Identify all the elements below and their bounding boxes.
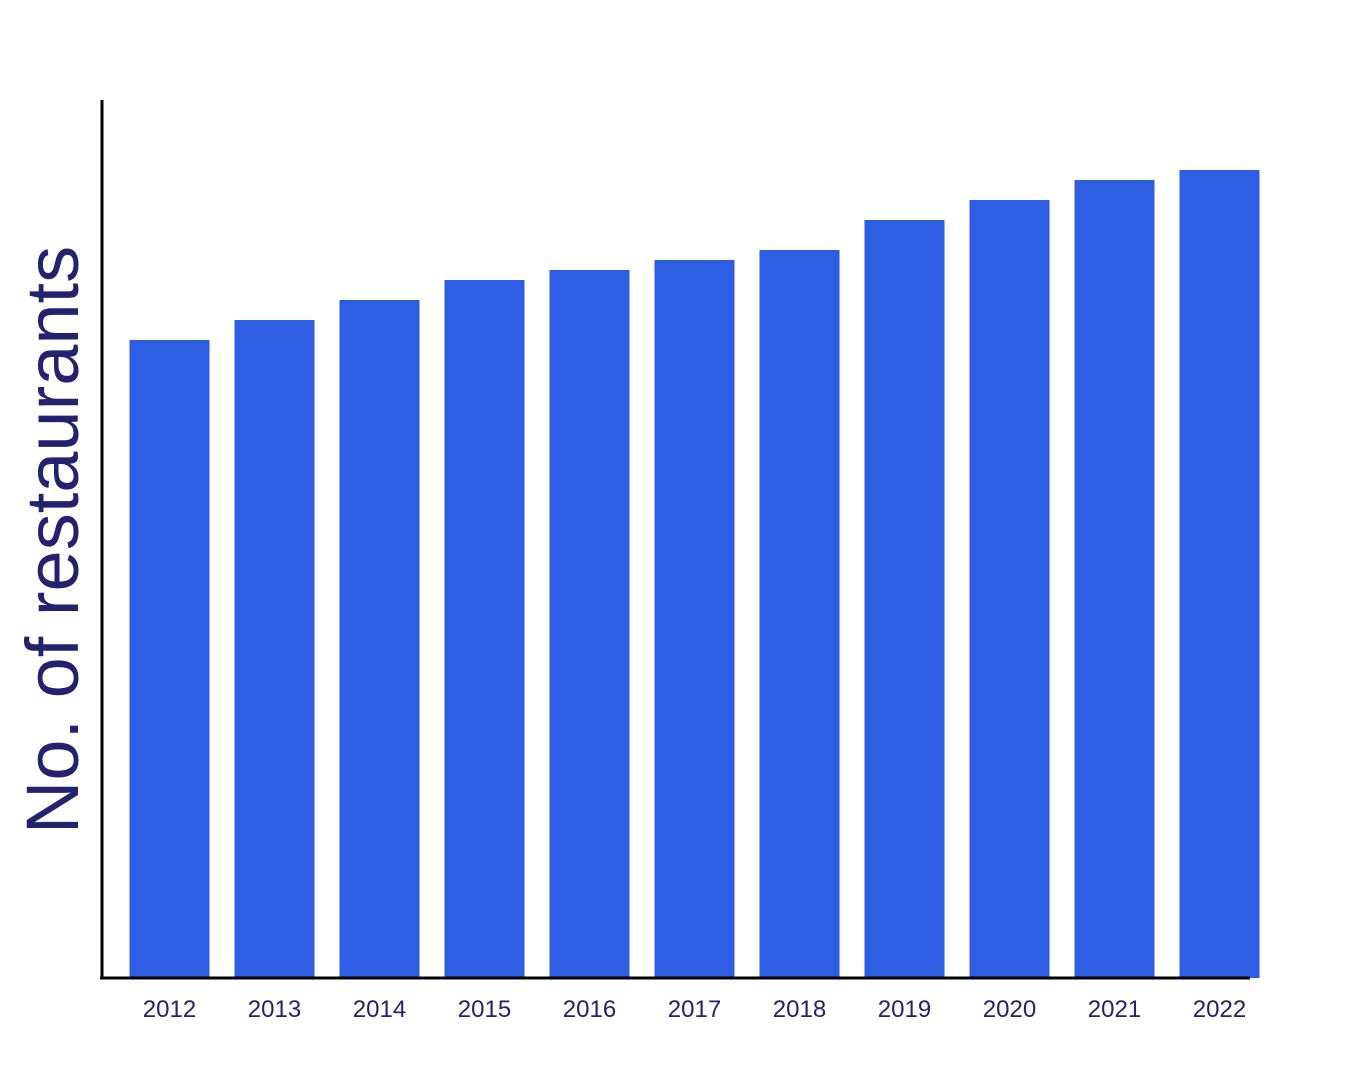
- x-tick-label-2013: 2013: [248, 996, 301, 1023]
- bar-2022: [1179, 170, 1260, 978]
- x-tick-label-2021: 2021: [1088, 996, 1141, 1023]
- bar-2017: [654, 260, 735, 978]
- bar-2016: [549, 270, 630, 978]
- x-tick-label-2014: 2014: [353, 996, 406, 1023]
- x-tick-label-2017: 2017: [668, 996, 721, 1023]
- bar-2018: [759, 250, 840, 978]
- x-tick-label-2018: 2018: [773, 996, 826, 1023]
- y-axis-label: No. of restaurants: [11, 246, 94, 834]
- bar-2012: [129, 340, 210, 978]
- bar-2020: [969, 200, 1050, 978]
- bar-2015: [444, 280, 525, 978]
- x-tick-label-2020: 2020: [983, 996, 1036, 1023]
- x-tick-label-2015: 2015: [458, 996, 511, 1023]
- x-tick-label-2022: 2022: [1193, 996, 1246, 1023]
- x-tick-label-2019: 2019: [878, 996, 931, 1023]
- x-tick-labels: 2012 2013 2014 2015 2016 2017 2018 2019 2020 2021…: [143, 996, 1246, 1023]
- bars-group: [129, 170, 1260, 978]
- bar-2019: [864, 220, 945, 978]
- x-tick-label-2016: 2016: [563, 996, 616, 1023]
- bar-2013: [234, 320, 315, 978]
- x-tick-label-2012: 2012: [143, 996, 196, 1023]
- bar-2021: [1074, 180, 1155, 978]
- bar-2014: [339, 300, 420, 978]
